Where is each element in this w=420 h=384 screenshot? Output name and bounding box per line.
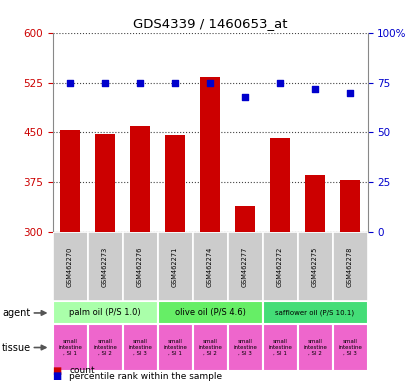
Title: GDS4339 / 1460653_at: GDS4339 / 1460653_at bbox=[133, 17, 287, 30]
Point bbox=[136, 79, 143, 86]
Bar bbox=[130, 126, 150, 232]
Text: GSM462271: GSM462271 bbox=[172, 247, 178, 287]
Bar bbox=[52, 301, 158, 324]
Point bbox=[67, 79, 74, 86]
Point bbox=[102, 79, 108, 86]
Text: small
intestine
, SI 1: small intestine , SI 1 bbox=[58, 339, 82, 356]
Bar bbox=[297, 232, 333, 301]
Text: GSM462277: GSM462277 bbox=[242, 247, 248, 287]
Bar bbox=[340, 180, 360, 232]
Text: GSM462278: GSM462278 bbox=[347, 247, 353, 287]
Text: GSM462273: GSM462273 bbox=[102, 247, 108, 287]
Bar bbox=[192, 324, 228, 371]
Bar bbox=[158, 232, 192, 301]
Bar bbox=[87, 232, 123, 301]
Bar bbox=[270, 139, 290, 232]
Text: GSM462276: GSM462276 bbox=[137, 247, 143, 287]
Text: small
intestine
, SI 3: small intestine , SI 3 bbox=[233, 339, 257, 356]
Bar bbox=[165, 135, 185, 232]
Text: agent: agent bbox=[2, 308, 30, 318]
Text: GSM462272: GSM462272 bbox=[277, 247, 283, 287]
Point bbox=[241, 93, 248, 99]
Bar bbox=[95, 134, 115, 232]
Bar bbox=[228, 324, 262, 371]
Point bbox=[277, 79, 284, 86]
Bar bbox=[262, 301, 368, 324]
Bar bbox=[52, 232, 87, 301]
Bar bbox=[297, 324, 333, 371]
Bar bbox=[228, 232, 262, 301]
Bar bbox=[262, 232, 297, 301]
Bar bbox=[158, 324, 192, 371]
Point bbox=[312, 86, 318, 92]
Text: small
intestine
, SI 2: small intestine , SI 2 bbox=[93, 339, 117, 356]
Bar bbox=[192, 232, 228, 301]
Bar bbox=[87, 324, 123, 371]
Text: GSM462270: GSM462270 bbox=[67, 247, 73, 287]
Text: GSM462274: GSM462274 bbox=[207, 247, 213, 287]
Text: GSM462275: GSM462275 bbox=[312, 247, 318, 287]
Bar bbox=[123, 324, 158, 371]
Text: small
intestine
, SI 2: small intestine , SI 2 bbox=[198, 339, 222, 356]
Bar bbox=[158, 301, 262, 324]
Text: count: count bbox=[69, 366, 95, 375]
Point bbox=[172, 79, 178, 86]
Text: small
intestine
, SI 1: small intestine , SI 1 bbox=[268, 339, 292, 356]
Text: small
intestine
, SI 3: small intestine , SI 3 bbox=[338, 339, 362, 356]
Point bbox=[207, 79, 213, 86]
Text: ■: ■ bbox=[52, 366, 62, 376]
Bar bbox=[123, 232, 158, 301]
Text: small
intestine
, SI 3: small intestine , SI 3 bbox=[128, 339, 152, 356]
Text: tissue: tissue bbox=[2, 343, 31, 353]
Bar bbox=[262, 324, 297, 371]
Bar bbox=[235, 206, 255, 232]
Bar bbox=[305, 175, 325, 232]
Text: ■: ■ bbox=[52, 371, 62, 381]
Bar bbox=[333, 232, 368, 301]
Bar bbox=[200, 77, 220, 232]
Text: palm oil (P/S 1.0): palm oil (P/S 1.0) bbox=[69, 308, 141, 318]
Text: percentile rank within the sample: percentile rank within the sample bbox=[69, 372, 223, 381]
Text: olive oil (P/S 4.6): olive oil (P/S 4.6) bbox=[175, 308, 245, 318]
Bar bbox=[60, 131, 80, 232]
Text: small
intestine
, SI 2: small intestine , SI 2 bbox=[303, 339, 327, 356]
Text: safflower oil (P/S 10.1): safflower oil (P/S 10.1) bbox=[276, 310, 354, 316]
Point bbox=[346, 89, 353, 96]
Text: small
intestine
, SI 1: small intestine , SI 1 bbox=[163, 339, 187, 356]
Bar bbox=[333, 324, 368, 371]
Bar bbox=[52, 324, 87, 371]
